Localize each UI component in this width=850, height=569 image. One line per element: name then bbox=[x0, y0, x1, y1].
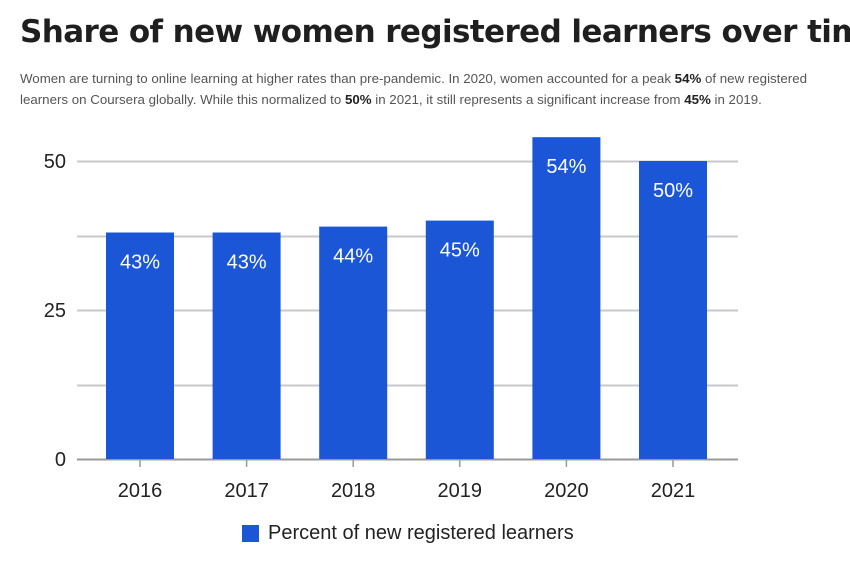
bar-2019 bbox=[425, 220, 494, 459]
bar-2021 bbox=[639, 161, 707, 459]
subtitle-text-1: Women are turning to online learning at … bbox=[20, 71, 675, 86]
data-label: 43% bbox=[227, 252, 267, 274]
gridlines bbox=[77, 160, 738, 461]
x-tick-label: 2019 bbox=[438, 480, 483, 502]
legend-swatch bbox=[242, 524, 259, 542]
data-labels: 43% 43% 44% 45% 54% 50% bbox=[120, 156, 693, 273]
data-label: 50% bbox=[653, 180, 693, 202]
x-tick-label: 2017 bbox=[224, 480, 269, 502]
data-label: 44% bbox=[333, 246, 373, 268]
data-label: 45% bbox=[440, 240, 480, 262]
bar-2018 bbox=[319, 226, 388, 459]
legend-label: Percent of new registered learners bbox=[268, 521, 574, 544]
y-axis-ticks: 0 25 50 bbox=[44, 151, 66, 471]
subtitle-highlight-2019: 45% bbox=[684, 92, 711, 107]
x-tick-label: 2016 bbox=[118, 480, 163, 502]
y-tick-label: 0 bbox=[55, 449, 66, 471]
subtitle-text-2: of new registered learners on Coursera g… bbox=[20, 71, 807, 107]
bar-2016 bbox=[106, 232, 174, 459]
x-axis-ticks: 2016 2017 2018 2019 2020 2021 bbox=[118, 460, 696, 502]
x-tick-label: 2021 bbox=[651, 480, 696, 502]
y-tick-label: 50 bbox=[44, 151, 66, 173]
bars bbox=[106, 137, 707, 459]
subtitle-highlight-2021: 50% bbox=[344, 92, 372, 107]
subtitle-text-4: in 2019. bbox=[710, 92, 762, 107]
y-tick-label: 25 bbox=[44, 300, 66, 322]
chart-title: Share of new women registered learners o… bbox=[20, 14, 850, 50]
bar-2020 bbox=[532, 137, 601, 459]
data-label: 54% bbox=[546, 156, 586, 178]
chart-subtitle: Women are turning to online learning at … bbox=[20, 68, 830, 110]
data-label: 43% bbox=[120, 252, 160, 274]
x-tick-label: 2018 bbox=[331, 480, 376, 502]
x-tick-label: 2020 bbox=[544, 480, 589, 502]
subtitle-highlight-2020: 54% bbox=[674, 71, 702, 86]
legend: Percent of new registered learners bbox=[242, 520, 574, 546]
bar-2017 bbox=[212, 232, 281, 459]
subtitle-text-3: in 2021, it still represents a significa… bbox=[371, 92, 685, 107]
